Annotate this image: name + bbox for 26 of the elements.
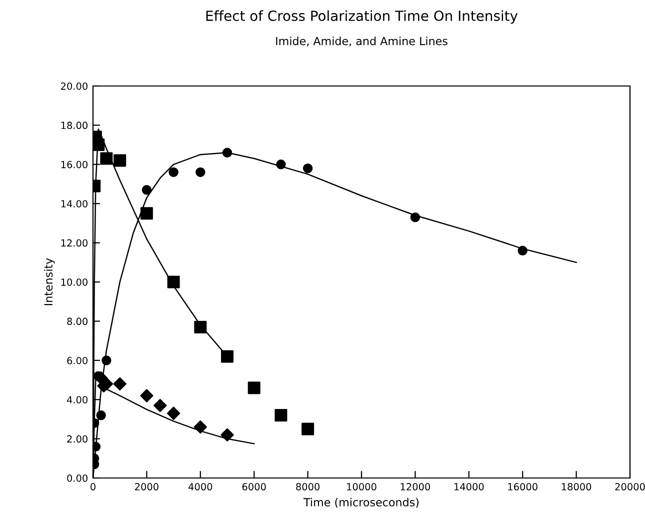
y-tick-label: 14.00 xyxy=(61,200,88,208)
x-tick-label: 2000 xyxy=(135,483,158,490)
y-tick-label: 18.00 xyxy=(61,122,88,130)
y-tick-label: 8.00 xyxy=(67,318,88,326)
x-tick-label: 16000 xyxy=(508,483,538,490)
x-tick-label: 0 xyxy=(90,483,96,490)
x-tick-label: 14000 xyxy=(454,483,484,490)
y-axis-title: Intensity xyxy=(44,258,55,306)
y-tick-label: 4.00 xyxy=(66,396,88,404)
x-tick-label: 20000 xyxy=(615,483,645,490)
x-tick-label: 12000 xyxy=(400,483,430,490)
y-tick-label: 0.00 xyxy=(67,474,88,482)
x-tick-label: 4000 xyxy=(188,483,212,490)
y-tick-label: 2.00 xyxy=(67,435,88,443)
y-tick-label: 10.00 xyxy=(61,278,88,286)
y-tick-label: 12.00 xyxy=(61,239,88,247)
y-tick-label: 20.00 xyxy=(61,82,88,90)
x-tick-label: 10000 xyxy=(347,483,376,490)
x-tick-label: 8000 xyxy=(296,483,320,490)
x-tick-label: 18000 xyxy=(562,483,592,490)
x-tick-label: 6000 xyxy=(242,483,266,490)
chart-subtitle: Imide, Amide, and Amine Lines xyxy=(276,36,448,46)
y-tick-label: 16.00 xyxy=(61,160,88,168)
x-axis-title: Time (microseconds) xyxy=(303,498,419,508)
chart-title: Effect of Cross Polarization Time On Intensity xyxy=(206,10,518,24)
y-tick-label: 6.00 xyxy=(67,356,88,364)
